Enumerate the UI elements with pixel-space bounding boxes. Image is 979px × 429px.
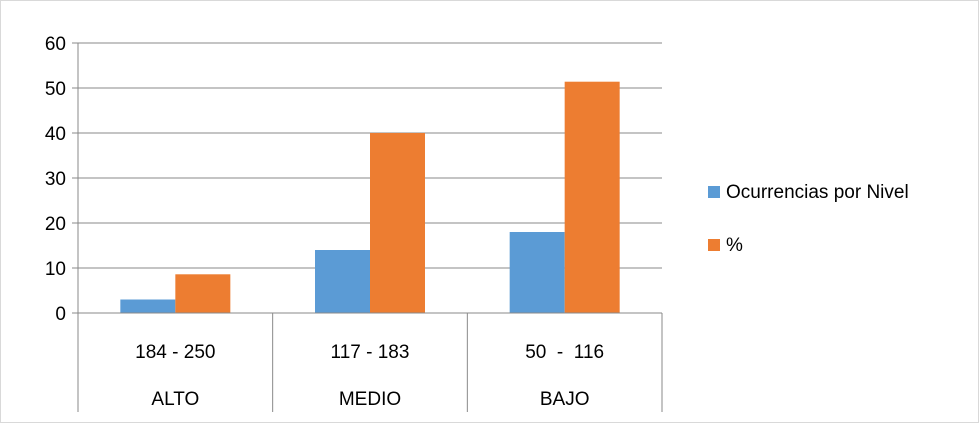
x-category-level-label: BAJO <box>540 389 590 410</box>
bar-ocurrencias <box>509 232 565 313</box>
y-tick-label: 0 <box>55 304 66 325</box>
x-category-range-label: 184 - 250 <box>135 342 215 363</box>
bar-percent <box>175 274 231 313</box>
axis-labels: 0 10 20 30 40 50 60 184 - 250 ALTO 117 - 183 MEDIO… <box>45 34 604 410</box>
axes <box>72 43 663 412</box>
y-tick-label: 20 <box>45 214 66 235</box>
y-tick-label: 60 <box>45 34 66 55</box>
legend-label: % <box>726 235 743 256</box>
x-category-level-label: ALTO <box>151 389 199 410</box>
legend: Ocurrencias por Nivel% <box>708 182 909 256</box>
y-tick-label: 40 <box>45 124 66 145</box>
x-category-range-label: 50 - 116 <box>525 342 604 363</box>
bar-percent <box>564 81 620 313</box>
legend-swatch <box>708 239 720 251</box>
bars <box>120 81 620 313</box>
bar-percent <box>370 133 425 313</box>
y-tick-label: 50 <box>45 79 66 100</box>
y-tick-label: 10 <box>45 259 66 280</box>
x-category-level-label: MEDIO <box>339 389 401 410</box>
bar-ocurrencias <box>120 299 176 313</box>
y-tick-label: 30 <box>45 169 66 190</box>
x-category-range-label: 117 - 183 <box>331 342 410 363</box>
legend-swatch <box>708 186 720 198</box>
legend-label: Ocurrencias por Nivel <box>726 182 909 203</box>
bar-ocurrencias <box>315 250 370 313</box>
